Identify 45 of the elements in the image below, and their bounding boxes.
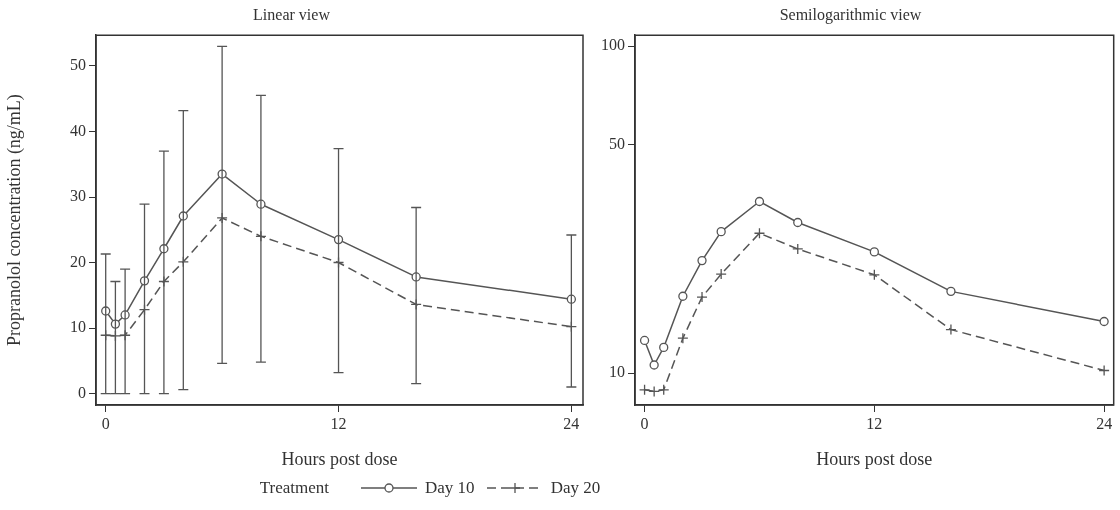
chart-title: Linear view [253, 5, 331, 23]
point [868, 269, 880, 281]
x-axis-title: Hours post dose [816, 448, 933, 469]
y-tick-label: 20 [70, 252, 86, 270]
point [754, 196, 765, 207]
x-tick-label: 12 [866, 414, 883, 432]
legend-title: Treatment [259, 478, 330, 498]
point [946, 286, 956, 297]
point [649, 360, 659, 370]
point [945, 323, 957, 336]
point [677, 332, 689, 344]
point [697, 255, 707, 266]
x-tick-label: 0 [101, 414, 110, 432]
y-tick-label: 10 [70, 318, 86, 336]
y-tick-label: 50 [609, 134, 625, 152]
legend-label: Day 20 [550, 478, 601, 498]
legend-label: Day 10 [425, 478, 475, 498]
point [753, 227, 766, 239]
point [715, 268, 727, 280]
x-tick-label: 24 [563, 414, 580, 432]
point [638, 384, 651, 396]
point [1098, 364, 1110, 377]
y-tick-label: 30 [70, 187, 86, 205]
point [659, 342, 669, 353]
chart-title: Semilogarithmic view [779, 5, 922, 24]
x-axis-title: Hours post dose [281, 448, 398, 469]
y-tick-label: 40 [70, 121, 86, 139]
point [793, 217, 803, 228]
point [792, 243, 804, 255]
x-tick-label: 0 [640, 414, 649, 432]
point [648, 385, 660, 398]
x-tick-label: 12 [330, 414, 347, 432]
point [1099, 316, 1109, 327]
point [678, 291, 688, 301]
point [869, 247, 879, 257]
point [716, 227, 726, 237]
y-tick-label: 10 [609, 363, 625, 381]
point [696, 291, 708, 303]
y-tick-label: 50 [70, 56, 86, 74]
point [658, 384, 670, 396]
y-tick-label: 0 [78, 383, 86, 401]
y-tick-label: 100 [601, 36, 625, 54]
point [639, 335, 650, 346]
y-axis-title: Propranolol concentration (ng/mL) [3, 94, 25, 347]
x-tick-label: 24 [1096, 414, 1113, 432]
